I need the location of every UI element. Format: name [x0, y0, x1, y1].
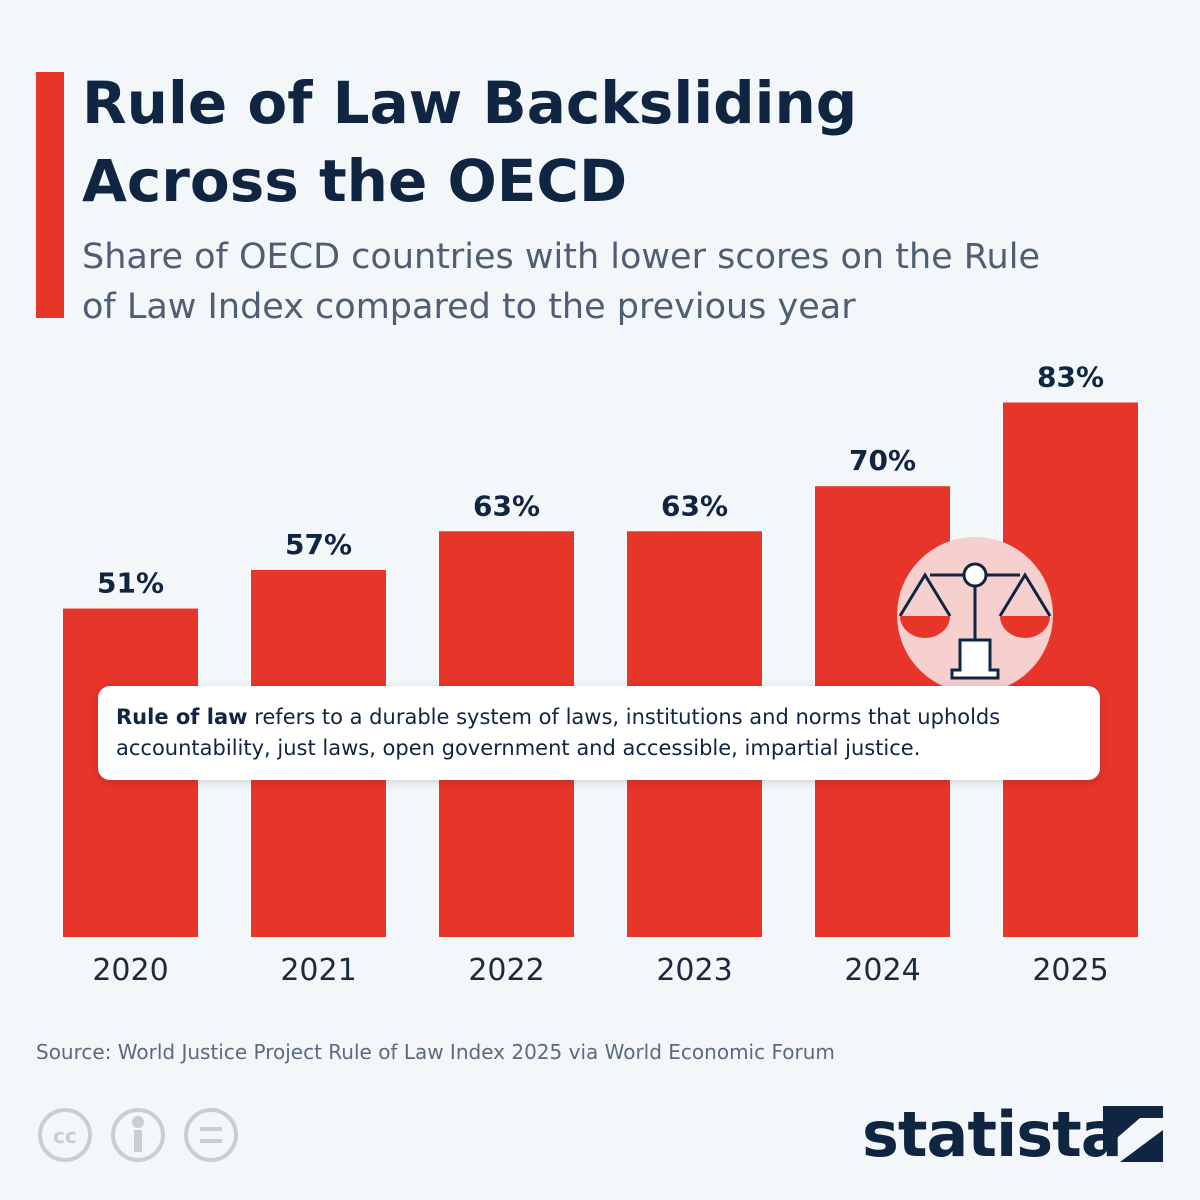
x-tick-label: 2025: [1032, 953, 1108, 988]
value-label: 70%: [849, 444, 916, 477]
value-label: 63%: [473, 489, 540, 522]
value-label: 57%: [285, 528, 352, 561]
annotation-text: refers to a durable system of laws, inst…: [116, 705, 1001, 760]
chart-subtitle: Share of OECD countries with lower score…: [82, 237, 1040, 327]
x-tick-label: 2021: [280, 953, 356, 988]
accent-bar: [36, 72, 64, 318]
x-tick-label: 2023: [656, 953, 732, 988]
bar: [1003, 402, 1138, 938]
source: Source: World Justice Project Rule of La…: [36, 1040, 835, 1064]
x-tick-label: 2022: [468, 953, 544, 988]
brand: statista: [862, 1098, 1123, 1171]
annotation-bold: Rule of law: [116, 705, 248, 729]
chart-title: Rule of Law Backsliding Across the OECD: [82, 69, 858, 215]
value-label: 83%: [1037, 360, 1104, 393]
value-label: 51%: [97, 567, 164, 600]
annotation: Rule of law refers to a durable system o…: [98, 686, 1100, 780]
value-label: 63%: [661, 489, 728, 522]
x-tick-label: 2020: [92, 953, 168, 988]
x-tick-label: 2024: [844, 953, 920, 988]
